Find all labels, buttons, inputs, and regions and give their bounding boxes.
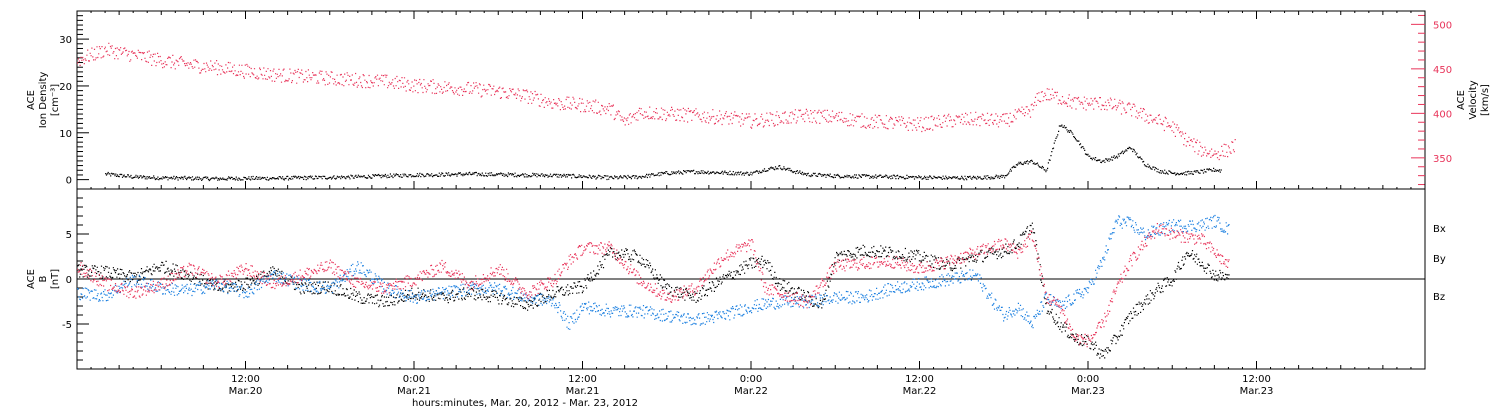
field-tick-label: -5 xyxy=(62,320,72,331)
velocity-label-line2: Velocity xyxy=(1468,80,1479,119)
x-tick-label-time: 12:00 xyxy=(1242,374,1271,385)
velocity-tick-label: 500 xyxy=(1433,20,1452,31)
velocity-label-line1: ACE xyxy=(1456,90,1467,110)
density-tick-label: 10 xyxy=(59,129,72,140)
x-axis-title: hours:minutes, Mar. 20, 2012 - Mar. 23, … xyxy=(412,398,638,409)
density-tick-label: 0 xyxy=(66,176,72,187)
density-tick-label: 30 xyxy=(59,35,72,46)
series-velocity xyxy=(77,42,1236,161)
velocity-label: ACE Velocity [km/s] xyxy=(1456,80,1491,119)
density-label: ACE Ion Density [cm⁻³] xyxy=(26,72,61,129)
x-tick-label-date: Mar.23 xyxy=(1071,386,1105,397)
legend-by: By xyxy=(1433,254,1446,265)
velocity-label-line3: [km/s] xyxy=(1480,84,1491,116)
magnetic-field-axis: -5 0 5 xyxy=(62,197,89,361)
x-tick-label-time: 0:00 xyxy=(1077,374,1099,385)
legend-bz: Bz xyxy=(1433,292,1445,303)
time-axis: 12:00Mar.200:00Mar.2112:00Mar.210:00Mar.… xyxy=(76,11,1426,397)
field-label-line1: ACE xyxy=(26,269,37,289)
density-label-line2: Ion Density xyxy=(38,72,49,129)
x-tick-label-time: 12:00 xyxy=(568,374,597,385)
x-tick-label-date: Mar.22 xyxy=(903,386,937,397)
series-velocity-points xyxy=(77,42,1236,161)
field-tick-label: 5 xyxy=(66,230,72,241)
series-density xyxy=(105,124,1222,182)
density-label-line1: ACE xyxy=(26,90,37,110)
density-tick-label: 20 xyxy=(59,82,72,93)
series-bz xyxy=(77,223,1230,348)
x-tick-label-time: 0:00 xyxy=(403,374,425,385)
top-panel-frame xyxy=(76,10,1426,190)
series-by-points xyxy=(77,214,1230,330)
series-bz-points xyxy=(77,223,1230,348)
series-density-points xyxy=(105,124,1222,182)
x-tick-label-time: 12:00 xyxy=(905,374,934,385)
field-label: ACE B [nT] xyxy=(26,269,61,289)
x-tick-label-date: Mar.22 xyxy=(734,386,768,397)
bottom-panel-data xyxy=(77,214,1230,359)
velocity-axis: 350 400 450 500 xyxy=(1411,14,1452,186)
top-panel-data xyxy=(77,42,1236,182)
x-tick-label-time: 12:00 xyxy=(231,374,260,385)
velocity-tick-label: 350 xyxy=(1433,154,1452,165)
field-label-line3: [nT] xyxy=(50,269,61,289)
series-by xyxy=(77,214,1230,330)
field-label-line2: B xyxy=(38,275,49,282)
legend-bx: Bx xyxy=(1433,224,1446,235)
density-label-line3: [cm⁻³] xyxy=(50,84,61,116)
x-tick-label-date: Mar.20 xyxy=(229,386,263,397)
density-axis: 0 10 20 30 xyxy=(59,15,89,187)
x-tick-label-date: Mar.23 xyxy=(1240,386,1274,397)
velocity-tick-label: 400 xyxy=(1433,109,1452,120)
field-legend: Bx By Bz xyxy=(1433,224,1446,303)
x-tick-label-time: 0:00 xyxy=(740,374,762,385)
field-tick-label: 0 xyxy=(66,275,72,286)
x-tick-label-date: Mar.21 xyxy=(566,386,600,397)
velocity-tick-label: 450 xyxy=(1433,65,1452,76)
x-tick-label-date: Mar.21 xyxy=(397,386,431,397)
